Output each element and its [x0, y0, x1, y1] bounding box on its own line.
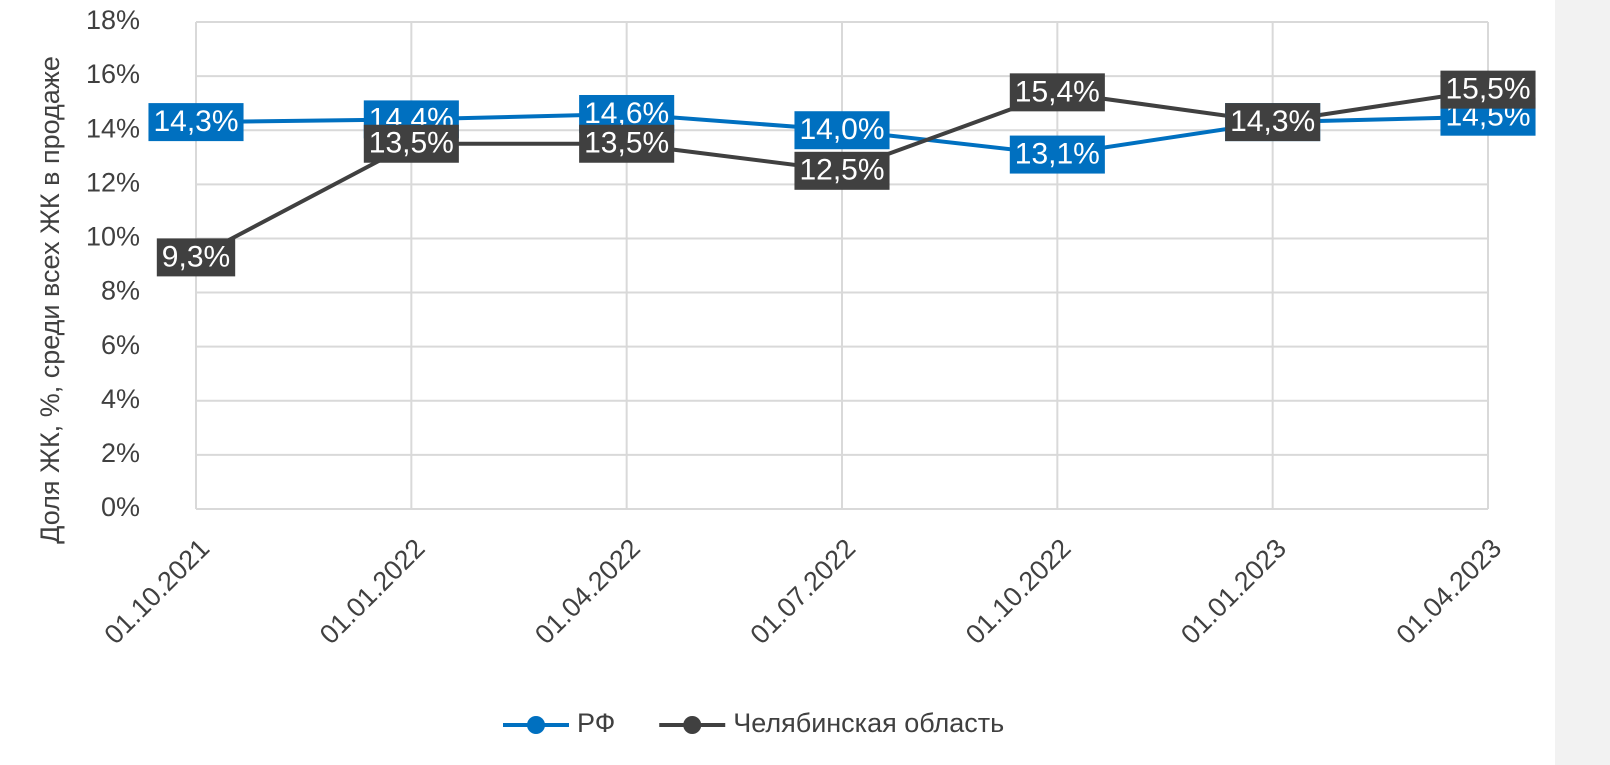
y-tick-label: 14%: [86, 113, 140, 143]
data-label-box: [1009, 73, 1105, 112]
data-label: 15,4%: [1009, 73, 1105, 112]
x-tick-label: 01.01.2023: [1175, 533, 1292, 650]
data-label-box: [579, 124, 675, 163]
data-label-text: 15,5%: [1445, 73, 1530, 106]
data-label: 13,1%: [1009, 135, 1105, 174]
data-label-box: [1440, 70, 1536, 109]
data-label-box: [363, 124, 459, 163]
data-label-text: 13,5%: [584, 127, 669, 160]
y-tick-label: 8%: [101, 276, 140, 306]
data-label-box: [1009, 135, 1105, 174]
data-label-text: 14,0%: [799, 113, 884, 146]
data-label: 9,3%: [156, 238, 236, 277]
data-label-text: 14,3%: [1230, 105, 1315, 138]
data-label-text: 13,5%: [369, 127, 454, 160]
data-label: 15,5%: [1440, 70, 1536, 109]
y-tick-label: 12%: [86, 167, 140, 197]
y-axis-label: Доля ЖК, %, среди всех ЖК в продаже: [35, 56, 65, 544]
legend-marker: [527, 716, 545, 734]
data-label-box: [156, 238, 236, 277]
legend-marker: [683, 716, 702, 734]
data-label: 12,5%: [794, 151, 890, 190]
data-label-text: 14,3%: [153, 105, 238, 138]
legend: РФ Челябинская область: [503, 708, 1004, 738]
data-label-box: [148, 103, 244, 142]
y-tick-label: 0%: [101, 492, 140, 522]
data-label: 14,0%: [794, 111, 890, 150]
data-label-text: 15,4%: [1015, 75, 1100, 108]
data-label-box: [794, 111, 890, 150]
x-tick-label: 01.07.2022: [745, 533, 862, 650]
x-tick-label: 01.01.2022: [314, 533, 431, 650]
y-tick-label: 4%: [101, 384, 140, 414]
legend-label: Челябинская область: [733, 708, 1004, 738]
x-tick-label: 01.04.2022: [529, 533, 646, 650]
data-label: 14,3%: [148, 103, 244, 142]
data-label-box: [794, 151, 890, 190]
data-label-text: 13,1%: [1015, 137, 1100, 170]
x-tick-label: 01.10.2021: [99, 533, 216, 650]
y-tick-label: 2%: [101, 438, 140, 468]
y-tick-label: 6%: [101, 330, 140, 360]
x-tick-label: 01.10.2022: [960, 533, 1077, 650]
side-strip: [1555, 0, 1610, 765]
legend-label: РФ: [577, 708, 615, 738]
data-label-text: 9,3%: [162, 240, 230, 273]
data-label-text: 14,6%: [584, 97, 669, 130]
x-tick-label: 01.04.2023: [1391, 533, 1508, 650]
y-tick-label: 16%: [86, 59, 140, 89]
data-label-text: 12,5%: [799, 154, 884, 187]
data-label: 14,3%: [1225, 103, 1321, 142]
y-tick-label: 18%: [86, 5, 140, 35]
data-label: 13,5%: [363, 124, 459, 163]
y-tick-label: 10%: [86, 222, 140, 252]
data-label-box: [1225, 103, 1321, 142]
data-label: 13,5%: [579, 124, 675, 163]
